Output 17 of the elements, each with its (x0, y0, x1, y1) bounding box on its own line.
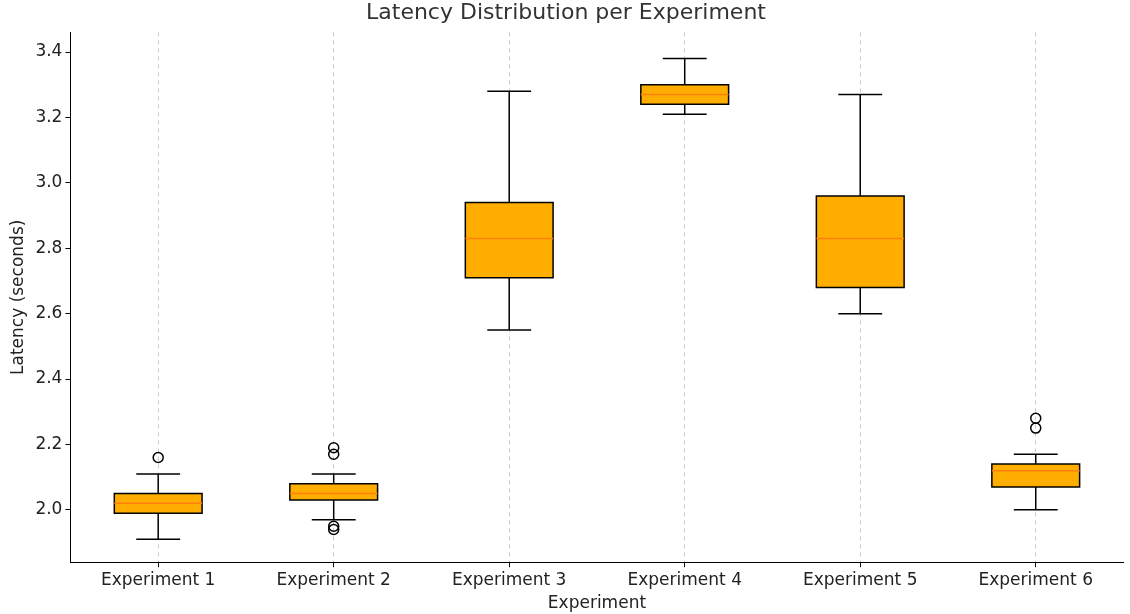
y-tick-label: 2.0 (35, 498, 63, 519)
x-tick-label: Experiment 1 (100, 568, 216, 589)
y-tick-label: 3.2 (35, 105, 63, 126)
chart-title: Latency Distribution per Experiment (366, 0, 767, 24)
y-tick-label: 2.2 (35, 432, 63, 453)
y-tick-label: 2.8 (35, 236, 63, 257)
x-tick-label: Experiment 3 (451, 568, 567, 589)
x-axis-title: Experiment (547, 592, 647, 613)
y-tick-label: 2.4 (35, 367, 63, 388)
y-axis-title: Latency (seconds) (6, 219, 27, 375)
y-tick-label: 3.4 (35, 40, 63, 61)
y-tick-label: 2.6 (35, 302, 63, 323)
x-tick-label: Experiment 2 (276, 568, 391, 589)
y-tick-label: 3.0 (35, 171, 63, 192)
x-tick-label: Experiment 5 (803, 568, 918, 589)
x-tick-label: Experiment 4 (627, 568, 742, 589)
x-tick-label: Experiment 6 (978, 568, 1093, 589)
